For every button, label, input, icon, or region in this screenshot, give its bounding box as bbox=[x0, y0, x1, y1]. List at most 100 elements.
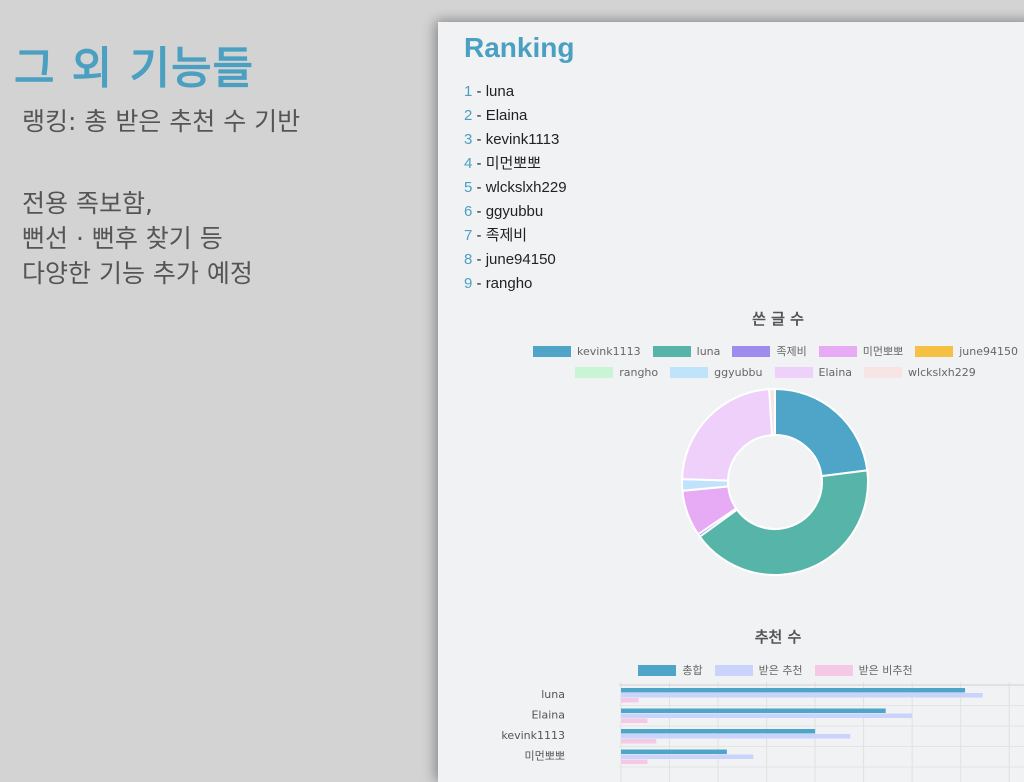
rank-username: kevink1113 bbox=[485, 131, 560, 148]
rank-username: 미먼뽀뽀 bbox=[485, 155, 541, 172]
legend-label: luna bbox=[696, 344, 721, 358]
legend-swatch bbox=[532, 345, 571, 357]
description-line: 뻔선 · 뻔후 찾기 등 bbox=[22, 224, 223, 253]
rank-separator: - bbox=[472, 275, 486, 292]
ranking-item: 3 - kevink1113 bbox=[464, 128, 567, 152]
rank-separator: - bbox=[472, 179, 486, 196]
legend-label: 받은 추천 bbox=[758, 664, 803, 677]
legend-swatch bbox=[670, 367, 709, 378]
recommend-chart-legend[interactable]: 총합 받은 추천 받은 비추천 bbox=[438, 662, 1024, 678]
legend-item[interactable]: wlckslxh229 bbox=[864, 366, 976, 379]
legend-item[interactable]: kevink1113 bbox=[532, 343, 641, 359]
legend-item[interactable]: 총합 bbox=[638, 662, 703, 678]
posts-chart-title: 쓴 글 수 bbox=[752, 310, 804, 328]
legend-item[interactable]: luna bbox=[652, 343, 721, 359]
rank-separator: - bbox=[472, 203, 486, 220]
bar-받은 비추천-Elaina[interactable] bbox=[621, 718, 648, 724]
rank-separator: - bbox=[472, 155, 486, 172]
rank-username: wlckslxh229 bbox=[485, 179, 567, 196]
bar-총합-luna[interactable] bbox=[621, 688, 966, 693]
ranking-item: 5 - wlckslxh229 bbox=[464, 176, 567, 200]
legend-swatch bbox=[774, 367, 813, 378]
legend-item[interactable]: Elaina bbox=[774, 366, 853, 379]
category-label: luna bbox=[541, 688, 565, 701]
ranking-list: 1 - luna 2 - Elaina 3 - kevink1113 4 - 미먼뽀뽀… bbox=[464, 80, 567, 296]
legend-label: 족제비 bbox=[776, 345, 807, 358]
donut-slice-Elaina[interactable] bbox=[681, 388, 774, 482]
description-line: 랭킹: 총 받은 추천 수 기반 bbox=[22, 107, 301, 136]
rank-number: 5 bbox=[464, 179, 473, 196]
donut-slice-kevink1113[interactable] bbox=[774, 387, 869, 478]
rank-separator: - bbox=[472, 83, 486, 100]
legend-label: Elaina bbox=[818, 366, 853, 379]
legend-swatch bbox=[818, 345, 857, 357]
ranking-item: 7 - 족제비 bbox=[464, 224, 567, 248]
ranking-item: 8 - june94150 bbox=[464, 248, 567, 272]
legend-item[interactable]: 받은 추천 bbox=[714, 662, 803, 678]
legend-item[interactable]: june94150 bbox=[915, 343, 1018, 359]
bar-총합-Elaina[interactable] bbox=[621, 708, 886, 714]
category-label: kevink1113 bbox=[501, 729, 565, 742]
bar-받은 추천-Elaina[interactable] bbox=[621, 713, 913, 719]
legend-swatch bbox=[714, 664, 753, 676]
ranking-item: 4 - 미먼뽀뽀 bbox=[464, 152, 567, 176]
rank-number: 7 bbox=[464, 227, 473, 244]
legend-swatch bbox=[732, 345, 771, 357]
description-line: 다양한 기능 추가 예정 bbox=[22, 259, 253, 288]
legend-item[interactable]: 미먼뽀뽀 bbox=[818, 343, 903, 359]
rank-username: june94150 bbox=[485, 251, 556, 268]
description-ranking: 랭킹: 총 받은 추천 수 기반 bbox=[22, 104, 300, 139]
legend-label: 총합 bbox=[682, 664, 703, 677]
category-label: Elaina bbox=[531, 709, 565, 722]
bar-받은 추천-kevink1113[interactable] bbox=[621, 734, 851, 739]
posts-chart-legend[interactable]: rangho ggyubbu Elaina wlckslxh229 bbox=[438, 366, 1024, 379]
ranking-title: Ranking bbox=[464, 32, 575, 63]
legend-label: 받은 비추천 bbox=[858, 664, 913, 677]
bar-받은 비추천-kevink1113[interactable] bbox=[621, 739, 657, 744]
legend-item[interactable]: 받은 비추천 bbox=[814, 662, 913, 678]
slide-title: 그 외 기능들 bbox=[14, 43, 255, 94]
bar-총합-kevink1113[interactable] bbox=[621, 729, 816, 734]
legend-swatch bbox=[638, 664, 677, 676]
rank-separator: - bbox=[472, 227, 486, 244]
rank-username: rangho bbox=[485, 275, 533, 292]
rank-separator: - bbox=[472, 131, 486, 148]
category-label: 미먼뽀뽀 bbox=[525, 750, 565, 763]
rank-username: Elaina bbox=[485, 107, 528, 124]
bar-받은 비추천-luna[interactable] bbox=[621, 698, 639, 703]
rank-number: 1 bbox=[464, 83, 473, 100]
legend-item[interactable]: 족제비 bbox=[732, 343, 807, 359]
rank-separator: - bbox=[472, 107, 486, 124]
legend-label: rangho bbox=[619, 366, 659, 379]
legend-item[interactable]: rangho bbox=[575, 366, 658, 379]
legend-item[interactable]: ggyubbu bbox=[670, 366, 763, 379]
rank-username: ggyubbu bbox=[485, 203, 544, 220]
bar-받은 비추천-미먼뽀뽀[interactable] bbox=[621, 759, 648, 765]
rank-number: 3 bbox=[464, 131, 473, 148]
description-line: 전용 족보함, bbox=[22, 189, 153, 218]
rank-separator: - bbox=[472, 251, 486, 268]
ranking-item: 2 - Elaina bbox=[464, 104, 567, 128]
description-features: 전용 족보함, 뻔선 · 뻔후 찾기 등 다양한 기능 추가 예정 bbox=[22, 186, 253, 291]
legend-label: ggyubbu bbox=[714, 366, 763, 379]
rank-number: 9 bbox=[464, 275, 473, 292]
donut-slice-wlckslxh229[interactable] bbox=[768, 387, 776, 437]
posts-donut-chart[interactable] bbox=[678, 384, 878, 580]
legend-label: wlckslxh229 bbox=[908, 366, 976, 379]
bar-받은 추천-luna[interactable] bbox=[621, 693, 983, 698]
rank-number: 8 bbox=[464, 251, 473, 268]
recommend-bar-chart[interactable]: luna Elaina kevink1113 미먼뽀뽀 bbox=[438, 682, 1024, 782]
bar-총합-미먼뽀뽀[interactable] bbox=[621, 749, 727, 755]
posts-chart-legend[interactable]: kevink1113 luna 족제비 미먼뽀뽀 june94150 bbox=[438, 343, 1024, 359]
ranking-item: 6 - ggyubbu bbox=[464, 200, 567, 224]
rank-username: luna bbox=[485, 83, 515, 100]
ranking-item: 9 - rangho bbox=[464, 272, 567, 296]
rank-username: 족제비 bbox=[485, 227, 528, 244]
ranking-page-screenshot: Ranking 1 - luna 2 - Elaina 3 - kevink1113… bbox=[438, 22, 1024, 782]
bar-받은 추천-미먼뽀뽀[interactable] bbox=[621, 754, 754, 760]
donut-slice-luna[interactable] bbox=[698, 469, 869, 576]
legend-label: june94150 bbox=[959, 344, 1019, 358]
legend-swatch bbox=[864, 367, 903, 378]
rank-number: 2 bbox=[464, 107, 473, 124]
legend-swatch bbox=[575, 367, 614, 378]
